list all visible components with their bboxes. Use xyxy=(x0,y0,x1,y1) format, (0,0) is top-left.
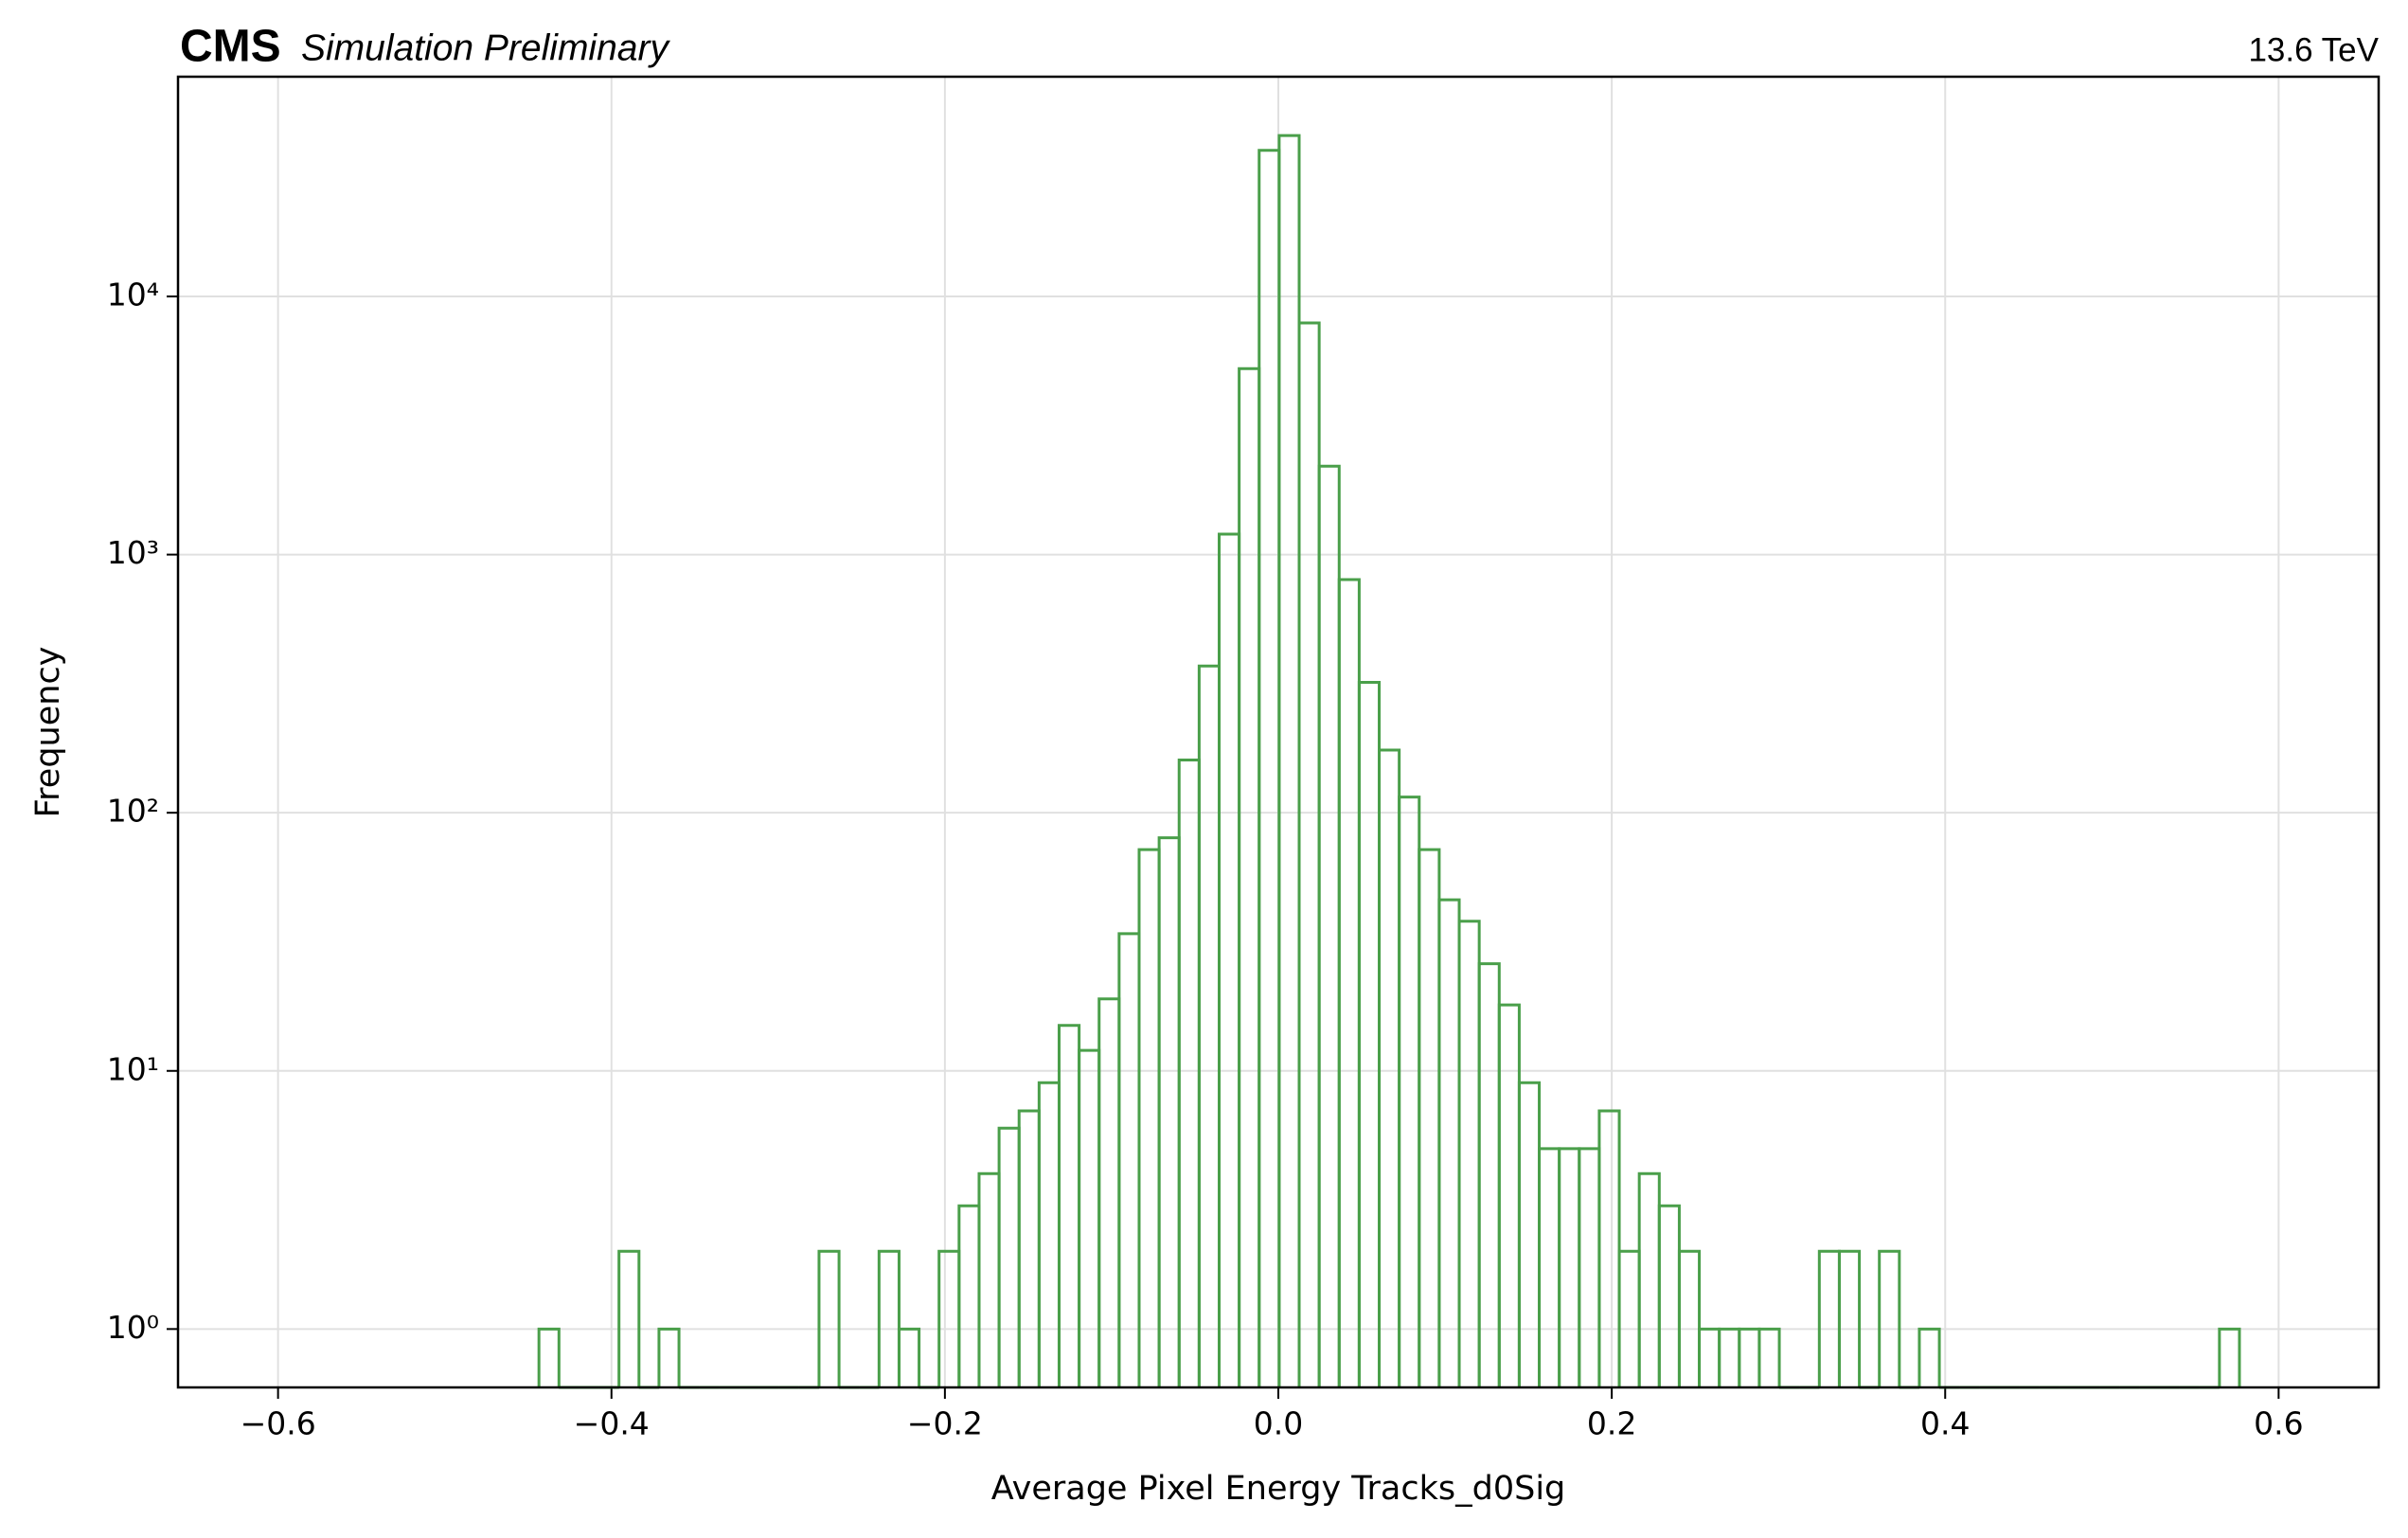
histogram-bin xyxy=(1497,1003,1521,1387)
histogram-bin xyxy=(1718,1327,1741,1387)
subtitle: Simulation Preliminary xyxy=(301,27,670,68)
x-tick-label: 0.0 xyxy=(1254,1405,1303,1442)
y-tick-label: 10² xyxy=(107,793,159,830)
histogram-bin xyxy=(1157,836,1181,1387)
histogram-bin xyxy=(1057,1024,1081,1387)
histogram-bin xyxy=(817,1249,841,1387)
histogram-bin xyxy=(1277,134,1301,1387)
histogram-bin xyxy=(1238,367,1261,1387)
y-tick-label: 10⁰ xyxy=(107,1309,159,1346)
x-tick-label: 0.4 xyxy=(1920,1405,1970,1442)
y-tick-label: 10⁴ xyxy=(107,277,159,313)
histogram-bin xyxy=(1617,1249,1641,1387)
plot-frame xyxy=(176,75,2381,1389)
histogram-bin xyxy=(1597,1109,1621,1387)
histogram-bin xyxy=(1917,1327,1941,1387)
y-axis-label: Frequency xyxy=(29,647,67,818)
histogram-bin xyxy=(1117,932,1141,1387)
histogram-bin xyxy=(1017,1109,1041,1387)
histogram-bin xyxy=(1437,898,1461,1387)
y-tick-label: 10¹ xyxy=(107,1050,159,1087)
histogram-bin xyxy=(1817,1249,1841,1387)
histogram-bin xyxy=(1538,1147,1561,1387)
energy-label: 13.6 TeV xyxy=(2248,31,2379,68)
histogram-bin xyxy=(1337,578,1361,1387)
histogram-bin xyxy=(1517,1081,1542,1387)
histogram-bin xyxy=(1177,759,1201,1387)
histogram-bin xyxy=(997,1126,1021,1387)
x-axis-label: Average Pixel Energy Tracks_d0Sig xyxy=(991,1470,1566,1508)
histogram-bin xyxy=(537,1327,561,1387)
x-tick-label: −0.6 xyxy=(241,1405,316,1442)
histogram-bin xyxy=(937,1249,961,1387)
histogram-bin xyxy=(1698,1327,1721,1387)
histogram-bin xyxy=(1477,962,1501,1387)
histogram-bin xyxy=(1457,920,1481,1387)
histogram-bin xyxy=(1578,1147,1601,1387)
histogram-bin xyxy=(1637,1171,1661,1387)
histogram-bin xyxy=(617,1249,641,1387)
experiment-label: CMS xyxy=(180,22,281,72)
histogram-bin xyxy=(1657,1204,1681,1387)
histogram-bin xyxy=(1418,848,1441,1387)
histogram-bin xyxy=(657,1327,681,1387)
histogram-bin xyxy=(1837,1249,1862,1387)
histogram-bin xyxy=(1218,532,1241,1387)
histogram-bin xyxy=(1378,748,1401,1387)
x-tick-label: −0.4 xyxy=(574,1405,650,1442)
histogram-bin xyxy=(1398,796,1421,1387)
histogram-bin xyxy=(897,1327,921,1387)
histogram-bin xyxy=(1137,848,1161,1387)
histogram-bin xyxy=(1078,1048,1101,1387)
x-tick-label: −0.2 xyxy=(907,1405,983,1442)
histogram-bin xyxy=(877,1249,901,1387)
histogram-bin xyxy=(2218,1327,2241,1387)
histogram-bin xyxy=(1197,664,1221,1387)
histogram-bin xyxy=(1558,1147,1581,1387)
histogram-bin xyxy=(1317,464,1341,1387)
histogram-bin xyxy=(1878,1249,1901,1387)
y-tick-label: 10³ xyxy=(107,534,159,571)
histogram-bin xyxy=(1757,1327,1781,1387)
histogram-bin xyxy=(1258,149,1281,1387)
histogram-bin xyxy=(1357,680,1382,1387)
histogram-bin xyxy=(977,1171,1001,1387)
histogram-bin xyxy=(1738,1327,1761,1387)
histogram-bin xyxy=(1037,1081,1061,1387)
x-tick-label: 0.6 xyxy=(2254,1405,2303,1442)
histogram-bin xyxy=(1297,321,1321,1387)
histogram-bin xyxy=(1677,1249,1702,1387)
x-tick-label: 0.2 xyxy=(1587,1405,1636,1442)
histogram-bin xyxy=(957,1204,981,1387)
